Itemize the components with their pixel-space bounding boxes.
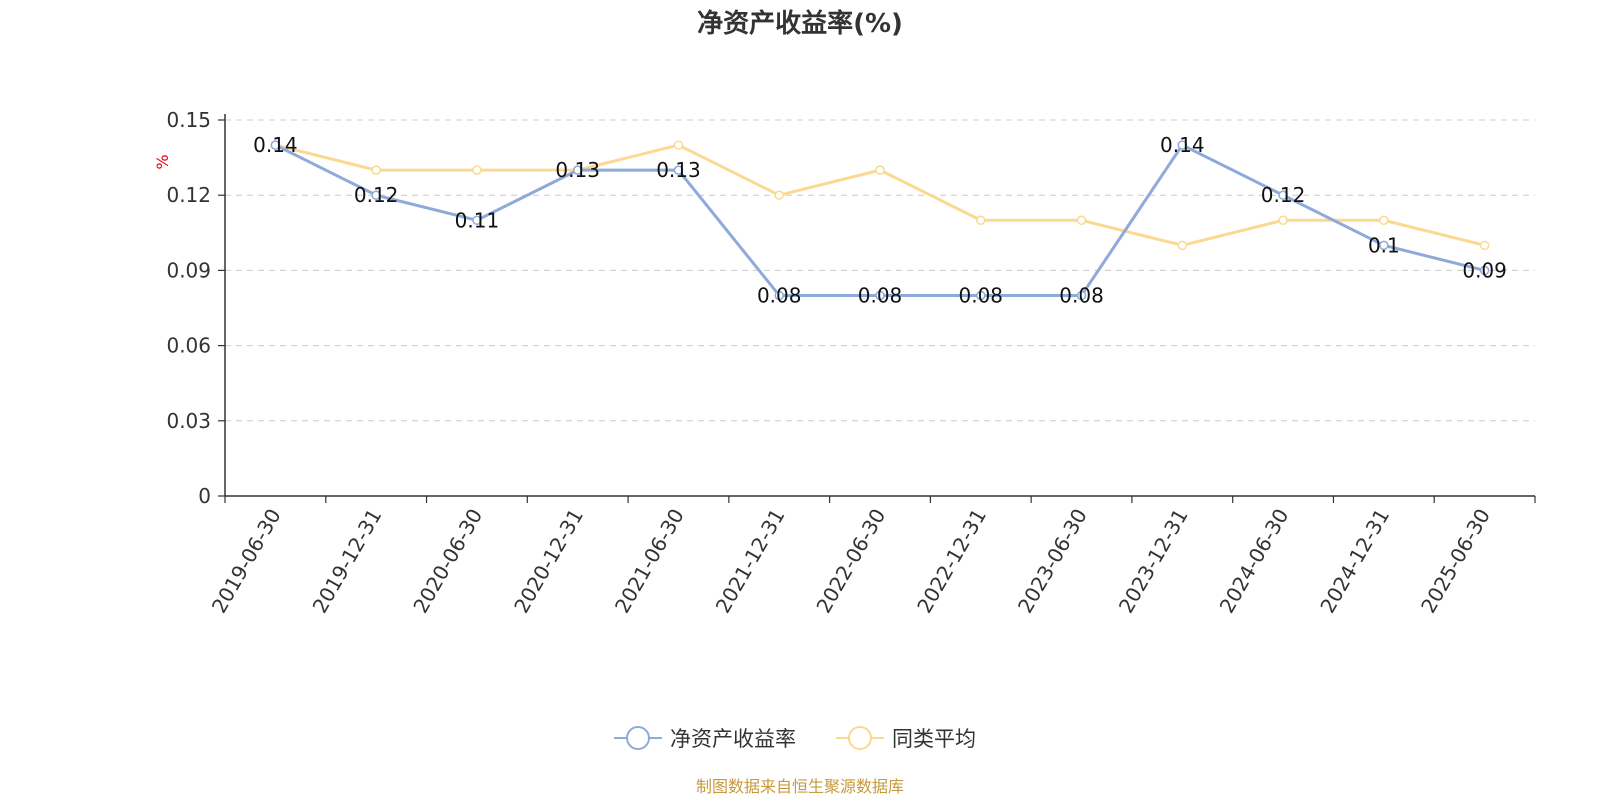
x-tick-label: 2019-06-30 — [207, 505, 286, 618]
legend-item[interactable]: 同类平均 — [836, 726, 976, 751]
data-label: 0.12 — [354, 183, 399, 207]
data-point[interactable] — [472, 215, 482, 226]
data-point[interactable] — [1076, 215, 1087, 226]
x-tick-label: 2019-12-31 — [308, 505, 387, 618]
data-point[interactable] — [1479, 265, 1490, 276]
data-point[interactable] — [1278, 215, 1288, 226]
data-label: 0.13 — [555, 158, 600, 182]
x-tick-label: 2022-12-31 — [912, 505, 991, 618]
legend-label: 同类平均 — [892, 727, 976, 751]
data-point[interactable] — [1177, 240, 1188, 251]
x-tick-label: 2023-12-31 — [1114, 505, 1193, 618]
x-tick-label: 2020-12-31 — [509, 505, 588, 618]
data-point[interactable] — [875, 165, 885, 175]
x-tick-label: 2024-06-30 — [1215, 505, 1294, 618]
x-tick-label: 2020-06-30 — [408, 505, 487, 618]
data-point[interactable] — [1379, 215, 1389, 226]
y-tick-label: 0.06 — [166, 334, 211, 358]
legend-item[interactable]: 净资产收益率 — [614, 726, 796, 751]
legend-marker-icon — [848, 726, 872, 750]
y-tick-label: 0.12 — [166, 183, 211, 207]
data-point[interactable] — [572, 165, 583, 175]
x-tick-label: 2022-06-30 — [811, 505, 890, 618]
data-label: 0.14 — [253, 133, 298, 157]
series-lines — [270, 140, 1490, 301]
data-point[interactable] — [472, 165, 482, 175]
y-tick-label: 0.03 — [166, 409, 211, 433]
data-source-note: 制图数据来自恒生聚源数据库 — [696, 777, 904, 796]
data-point[interactable] — [976, 215, 986, 226]
data-label: 0.09 — [1462, 258, 1507, 282]
data-label: 0.13 — [656, 158, 701, 182]
data-labels: 0.14 0.12 0.11 0.13 0.13 0.08 0.08 0.08 0.08 0.14… — [253, 133, 1507, 307]
data-point[interactable] — [1479, 240, 1490, 251]
data-point[interactable] — [1379, 240, 1389, 251]
data-point[interactable] — [270, 140, 281, 150]
data-point[interactable] — [1177, 140, 1188, 150]
grid-lines — [225, 119, 1535, 422]
y-axis-unit: % — [153, 154, 172, 169]
data-point[interactable] — [1278, 190, 1288, 200]
x-tick-label: 2021-06-30 — [610, 505, 689, 618]
data-point[interactable] — [774, 190, 784, 200]
data-label: 0.12 — [1261, 183, 1306, 207]
x-tick-label: 2024-12-31 — [1315, 505, 1394, 618]
data-point[interactable] — [371, 165, 381, 175]
legend-label: 净资产收益率 — [670, 727, 796, 751]
data-point[interactable] — [371, 190, 381, 200]
data-label: 0.1 — [1368, 233, 1400, 257]
data-point[interactable] — [976, 290, 986, 301]
data-label: 0.08 — [858, 283, 903, 307]
x-tick-label: 2021-12-31 — [711, 505, 790, 618]
legend[interactable]: 净资产收益率 同类平均 — [614, 726, 976, 751]
data-point[interactable] — [774, 290, 784, 301]
data-point[interactable] — [673, 165, 684, 175]
series-roe — [270, 140, 1490, 301]
y-tick-label: 0.09 — [166, 258, 211, 282]
data-point[interactable] — [1076, 290, 1087, 301]
data-label: 0.08 — [1059, 283, 1104, 307]
y-tick-label: 0 — [198, 484, 211, 508]
data-label: 0.08 — [757, 283, 802, 307]
data-label: 0.11 — [455, 208, 500, 232]
data-label: 0.14 — [1160, 133, 1205, 157]
chart-title: 净资产收益率(%) — [697, 8, 903, 39]
data-label: 0.08 — [959, 283, 1004, 307]
legend-marker-icon — [626, 726, 650, 750]
y-tick-label: 0.15 — [166, 108, 211, 132]
data-point[interactable] — [875, 290, 885, 301]
x-tick-label: 2025-06-30 — [1416, 505, 1495, 618]
data-point[interactable] — [673, 140, 684, 150]
x-tick-label: 2023-06-30 — [1013, 505, 1092, 618]
